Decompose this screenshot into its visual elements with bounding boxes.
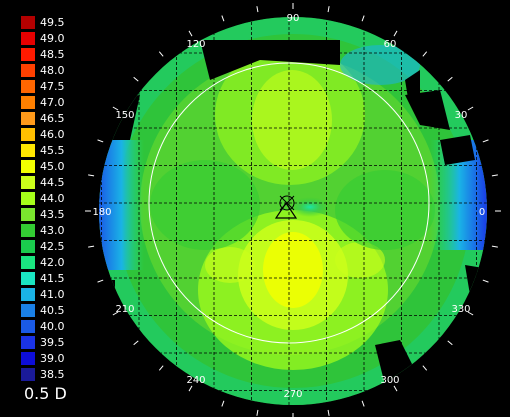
- angle-tick: [134, 77, 139, 81]
- angle-label-90: 90: [287, 13, 300, 24]
- angle-label-150: 150: [115, 110, 134, 121]
- angle-tick: [257, 6, 258, 12]
- angle-tick: [257, 410, 258, 416]
- angle-tick: [222, 401, 224, 407]
- angle-tick: [159, 366, 163, 371]
- angle-tick: [492, 175, 498, 176]
- angle-tick: [468, 107, 473, 110]
- angle-tick: [88, 246, 94, 247]
- angle-tick: [88, 175, 94, 176]
- angle-tick: [423, 52, 427, 57]
- angle-label-330: 330: [451, 304, 470, 315]
- angle-tick: [328, 410, 329, 416]
- angle-tick: [362, 16, 364, 22]
- angle-label-240: 240: [186, 375, 205, 386]
- angle-label-270: 270: [283, 389, 302, 400]
- angle-tick: [328, 6, 329, 12]
- angle-tick: [98, 140, 104, 142]
- angle-label-30: 30: [455, 110, 468, 121]
- angle-tick: [423, 366, 427, 371]
- angle-tick: [394, 386, 397, 391]
- angle-tick: [98, 280, 104, 282]
- angle-tick: [483, 140, 489, 142]
- angle-tick: [492, 246, 498, 247]
- angle-label-120: 120: [186, 39, 205, 50]
- angle-label-0: 0: [479, 207, 485, 218]
- topography-color-field: [99, 17, 495, 407]
- angle-tick: [448, 77, 453, 81]
- angle-label-300: 300: [380, 375, 399, 386]
- angle-tick: [483, 280, 489, 282]
- angle-label-180: 180: [92, 207, 111, 218]
- angle-tick: [362, 401, 364, 407]
- angle-tick: [222, 16, 224, 22]
- angle-tick: [159, 52, 163, 57]
- angle-tick: [189, 31, 192, 36]
- angle-tick: [189, 386, 192, 391]
- angle-tick: [394, 31, 397, 36]
- angle-label-210: 210: [115, 304, 134, 315]
- angle-tick: [448, 341, 453, 345]
- angle-tick: [134, 341, 139, 345]
- angle-label-60: 60: [384, 39, 397, 50]
